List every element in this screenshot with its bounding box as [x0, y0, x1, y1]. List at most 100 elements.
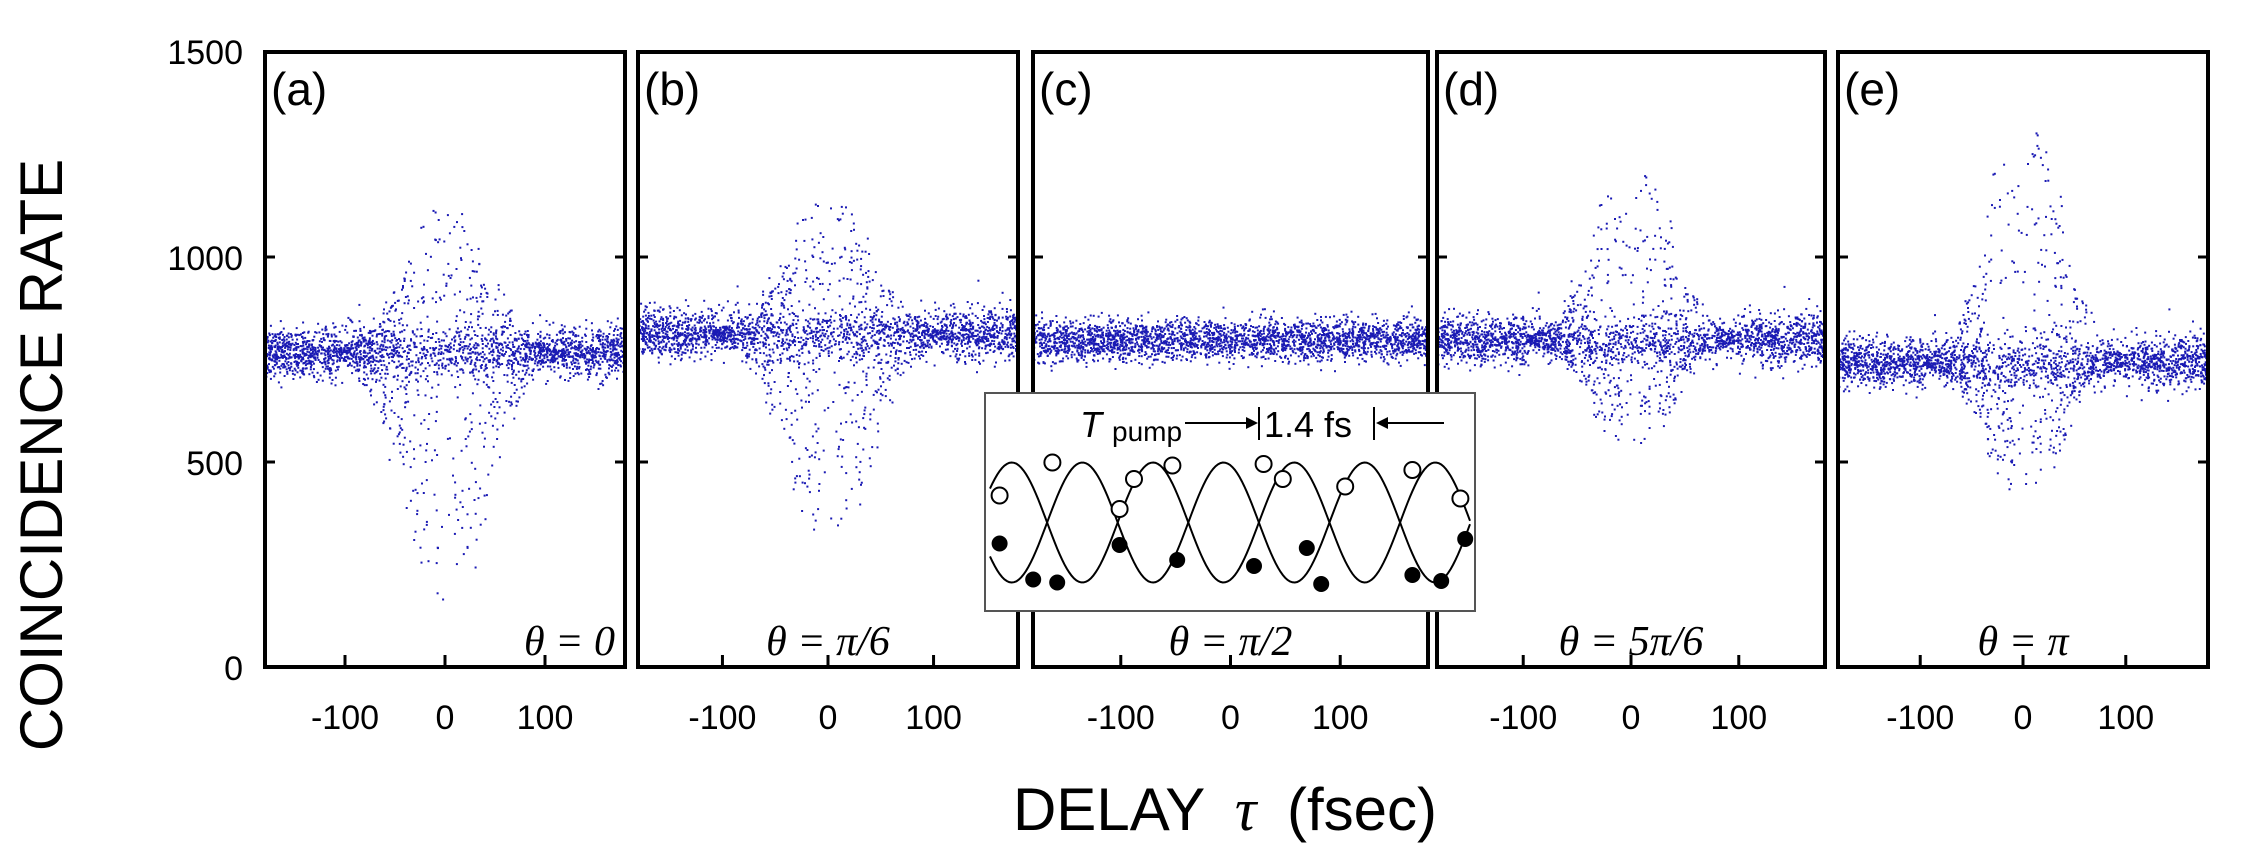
- scatter-point: [438, 348, 441, 351]
- scatter-point: [320, 337, 323, 340]
- scatter-point: [651, 335, 654, 338]
- scatter-point: [806, 485, 809, 488]
- scatter-point: [723, 332, 725, 335]
- scatter-point: [743, 333, 745, 336]
- scatter-point: [384, 346, 387, 349]
- scatter-point: [966, 336, 969, 339]
- scatter-point: [766, 322, 769, 325]
- scatter-point: [982, 359, 985, 362]
- scatter-point: [496, 438, 499, 440]
- scatter-point: [961, 324, 963, 326]
- scatter-point: [740, 332, 743, 335]
- scatter-point: [355, 349, 358, 351]
- scatter-point: [894, 323, 897, 325]
- scatter-point: [1012, 347, 1015, 349]
- scatter-point: [694, 318, 697, 321]
- scatter-point: [369, 341, 372, 344]
- scatter-point: [413, 414, 416, 417]
- scatter-point: [565, 364, 568, 367]
- scatter-point: [556, 357, 559, 360]
- scatter-point: [469, 321, 472, 324]
- scatter-point: [993, 340, 996, 343]
- scatter-point: [281, 363, 284, 366]
- scatter-point: [320, 352, 323, 355]
- scatter-point: [702, 341, 705, 344]
- scatter-point: [676, 343, 679, 346]
- scatter-point: [896, 324, 899, 327]
- scatter-point: [993, 318, 996, 321]
- scatter-point: [470, 313, 473, 316]
- scatter-point: [327, 349, 330, 352]
- scatter-point: [884, 395, 887, 398]
- scatter-point: [813, 528, 816, 531]
- scatter-point: [461, 346, 464, 349]
- scatter-point: [489, 339, 492, 342]
- scatter-point: [354, 346, 357, 349]
- scatter-point: [284, 346, 287, 349]
- scatter-point: [319, 360, 322, 363]
- scatter-point: [865, 307, 868, 310]
- scatter-point: [492, 348, 495, 351]
- scatter-point: [974, 358, 977, 361]
- scatter-point: [693, 337, 696, 340]
- scatter-point: [1008, 353, 1011, 356]
- scatter-point: [318, 331, 321, 334]
- scatter-point: [687, 320, 690, 323]
- scatter-point: [421, 356, 424, 358]
- scatter-point: [420, 328, 423, 331]
- scatter-point: [987, 337, 990, 340]
- scatter-point: [274, 350, 277, 353]
- scatter-point: [675, 329, 677, 332]
- scatter-point: [988, 326, 991, 329]
- scatter-point: [482, 360, 485, 363]
- scatter-point: [466, 347, 469, 350]
- scatter-point: [591, 339, 594, 342]
- scatter-point: [415, 335, 418, 338]
- scatter-point: [788, 339, 791, 342]
- scatter-point: [916, 327, 919, 330]
- scatter-point: [619, 364, 622, 367]
- scatter-point: [969, 341, 972, 343]
- scatter-point: [525, 353, 528, 356]
- scatter-point: [826, 261, 829, 264]
- scatter-point: [333, 346, 336, 349]
- scatter-point: [969, 307, 972, 310]
- scatter-point: [762, 352, 765, 355]
- scatter-point: [653, 343, 656, 346]
- scatter-point: [797, 341, 800, 343]
- scatter-point: [382, 320, 385, 323]
- scatter-point: [399, 340, 402, 343]
- scatter-point: [550, 368, 553, 371]
- scatter-point: [669, 363, 672, 366]
- scatter-point: [706, 350, 709, 353]
- scatter-point: [954, 336, 956, 339]
- scatter-point: [594, 359, 597, 362]
- scatter-point: [749, 367, 752, 370]
- scatter-point: [1011, 321, 1014, 324]
- scatter-point: [698, 338, 701, 341]
- scatter-point: [949, 335, 952, 338]
- scatter-point: [862, 417, 865, 420]
- scatter-point: [986, 317, 989, 319]
- scatter-point: [276, 333, 279, 336]
- scatter-point: [403, 280, 406, 282]
- scatter-point: [963, 326, 966, 329]
- scatter-point: [335, 350, 338, 353]
- scatter-point: [393, 320, 396, 323]
- scatter-point: [890, 334, 893, 337]
- scatter-point: [517, 345, 520, 348]
- scatter-point: [406, 346, 409, 348]
- scatter-point: [775, 334, 778, 337]
- scatter-point: [746, 344, 749, 347]
- scatter-point: [542, 354, 545, 357]
- scatter-point: [466, 328, 469, 331]
- scatter-point: [986, 333, 989, 336]
- scatter-point: [1008, 328, 1011, 331]
- scatter-point: [709, 329, 712, 332]
- scatter-point: [526, 382, 529, 385]
- scatter-point: [437, 367, 440, 370]
- scatter-point: [515, 400, 518, 403]
- scatter-point: [924, 317, 927, 320]
- scatter-point: [491, 464, 494, 467]
- scatter-point: [392, 356, 394, 359]
